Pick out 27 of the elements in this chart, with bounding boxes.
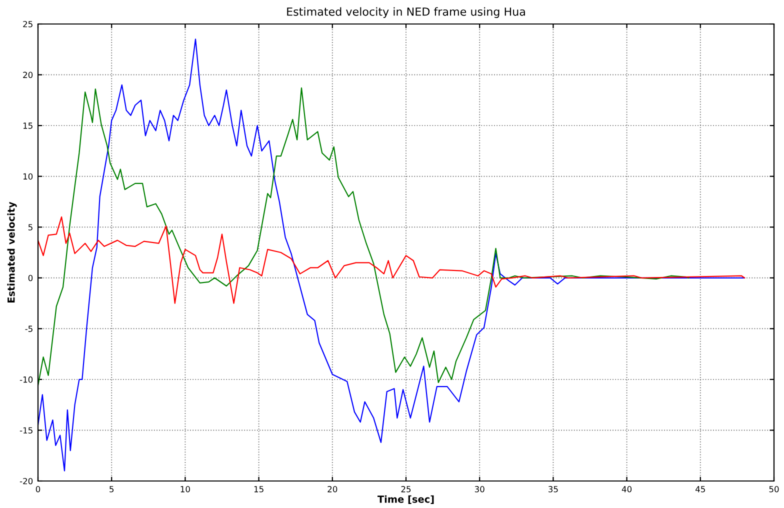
x-tick-label: 0 [36,486,40,492]
line-series [38,216,746,304]
y-tick-label: 15 [23,122,32,129]
y-tick-label: -10 [20,376,33,383]
x-tick-label: 35 [548,486,558,492]
y-tick-label: -20 [20,478,33,484]
x-tick-label: 30 [474,486,484,492]
line-series [38,87,690,386]
y-tick-label: 10 [23,173,33,180]
x-tick-label: 50 [769,486,779,492]
line-series [38,38,746,472]
x-axis-title: Time [sec] [377,495,434,504]
y-tick-label: 0 [28,274,33,282]
y-axis-title: Estimated velocity [7,202,17,302]
x-tick-label: 45 [696,486,705,492]
y-tick-label: 25 [23,20,32,28]
x-tick-label: 20 [328,486,338,492]
x-tick-label: 15 [254,486,264,492]
y-tick-label: -5 [25,326,32,332]
x-tick-label: 40 [622,486,632,492]
y-tick-label: -15 [20,427,32,434]
y-tick-label: 20 [23,72,33,78]
x-tick-label: 25 [401,486,411,492]
y-tick-label: 5 [28,224,32,230]
chart-title: Estimated velocity in NED frame using Hua [287,7,525,18]
x-tick-label: 10 [180,486,190,492]
x-tick-label: 5 [110,486,114,492]
